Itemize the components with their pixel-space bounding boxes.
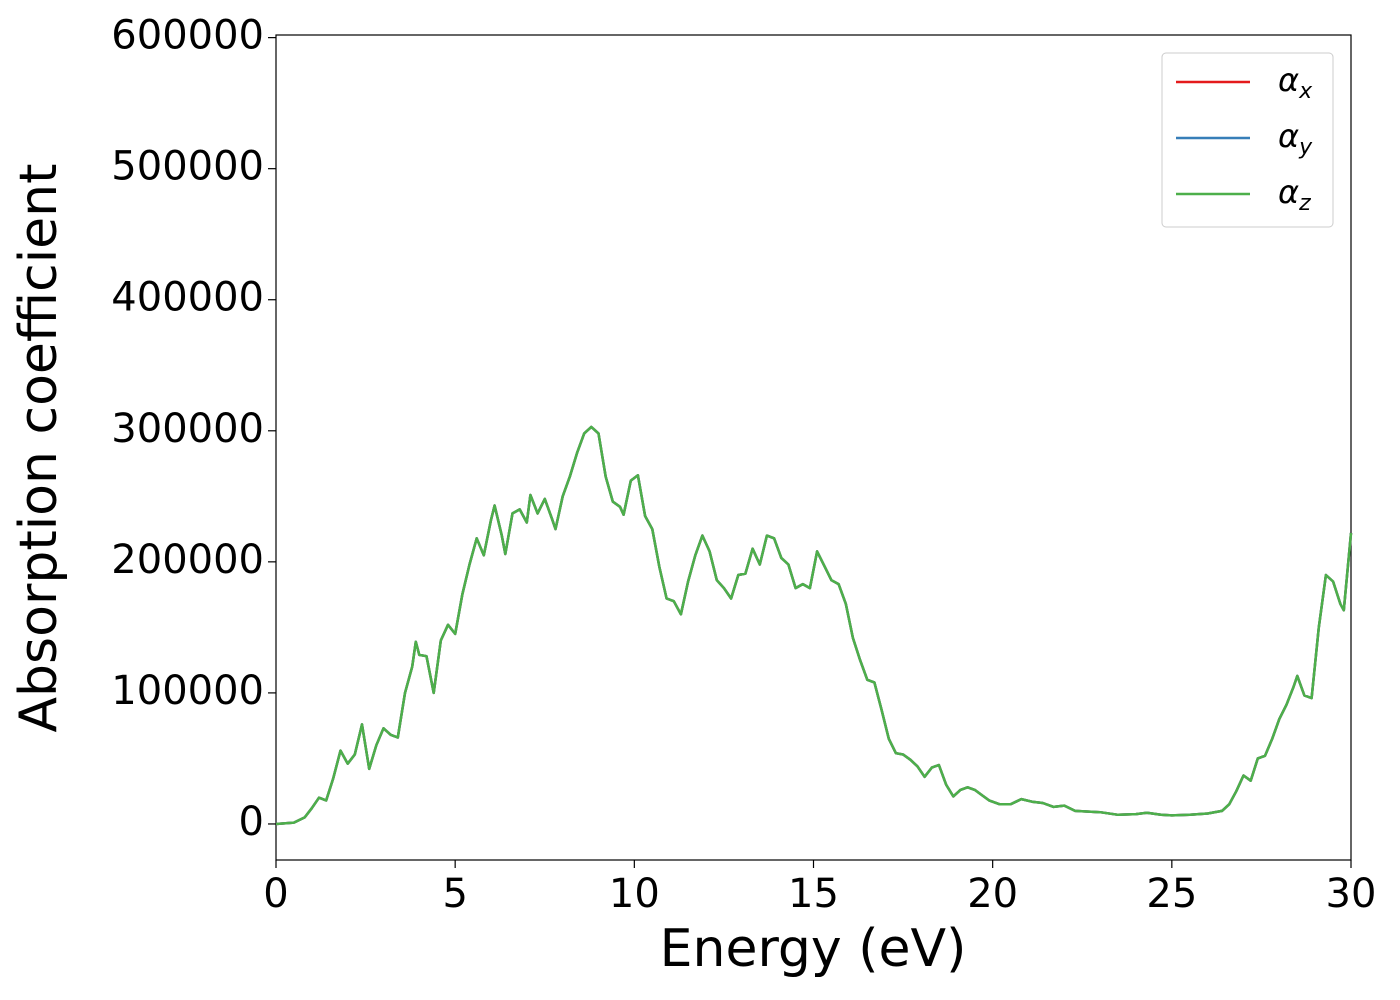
x-tick-label: 0 — [263, 871, 288, 917]
y-tick-label: 600000 — [111, 13, 264, 59]
y-tick-label: 200000 — [111, 537, 264, 583]
x-tick-label: 15 — [788, 871, 839, 917]
y-tick-label: 400000 — [111, 275, 264, 321]
y-tick-label: 300000 — [111, 406, 264, 452]
x-tick-label: 5 — [442, 871, 467, 917]
y-axis-label: Absorption coefficient — [9, 163, 69, 732]
series-line — [275, 425, 1353, 826]
x-tick-label: 30 — [1326, 871, 1377, 917]
legend-box — [1161, 52, 1334, 228]
x-tick-label: 10 — [609, 871, 660, 917]
x-tick-label: 25 — [1146, 871, 1197, 917]
series-line — [275, 425, 1353, 826]
series-line — [275, 425, 1353, 826]
x-tick-label: 20 — [967, 871, 1018, 917]
y-tick-label: 100000 — [111, 668, 264, 714]
y-tick-label: 0 — [239, 799, 264, 845]
y-tick-label: 500000 — [111, 144, 264, 190]
x-axis-label: Energy (eV) — [660, 919, 967, 979]
